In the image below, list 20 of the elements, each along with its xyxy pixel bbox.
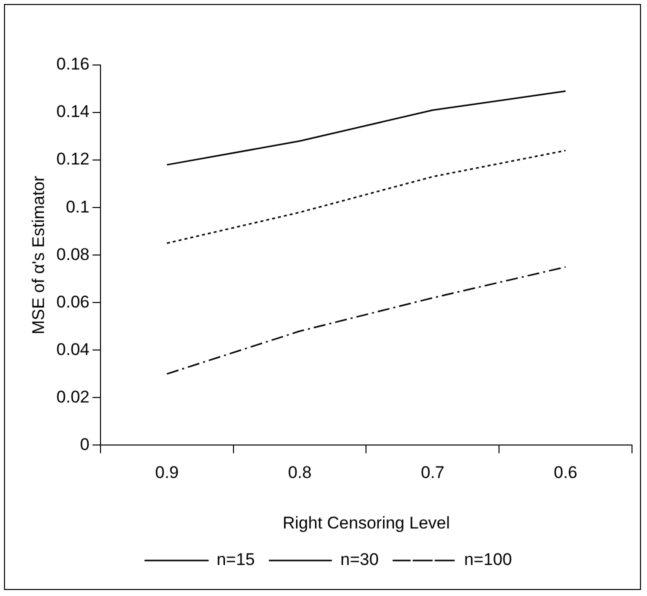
x-tick-label: 0.6 <box>554 463 578 482</box>
y-tick-label: 0.06 <box>56 292 90 312</box>
legend-label: n=30 <box>340 550 379 570</box>
y-tick-label: 0.12 <box>56 150 90 169</box>
y-tick-label: 0.14 <box>56 102 90 122</box>
x-tick-label: 0.9 <box>155 463 179 482</box>
line-series <box>166 266 566 375</box>
y-tick-label: 0 <box>80 434 90 454</box>
y-tick-label: 0.1 <box>66 197 90 216</box>
x-tick-label: 0.8 <box>288 463 312 482</box>
y-tick-label: 0.08 <box>56 244 90 264</box>
legend-label: n=15 <box>216 550 255 570</box>
x-axis-title: Right Censoring Level <box>282 513 450 532</box>
line-series <box>166 150 566 244</box>
legend-label: n=100 <box>464 550 512 570</box>
y-axis-title: MSE of α's Estimator <box>28 175 48 334</box>
y-tick-label: 0.04 <box>56 340 90 359</box>
y-tick-label: 0.16 <box>56 54 90 74</box>
y-tick-label: 0.02 <box>56 387 90 406</box>
x-tick-label: 0.7 <box>420 463 445 482</box>
